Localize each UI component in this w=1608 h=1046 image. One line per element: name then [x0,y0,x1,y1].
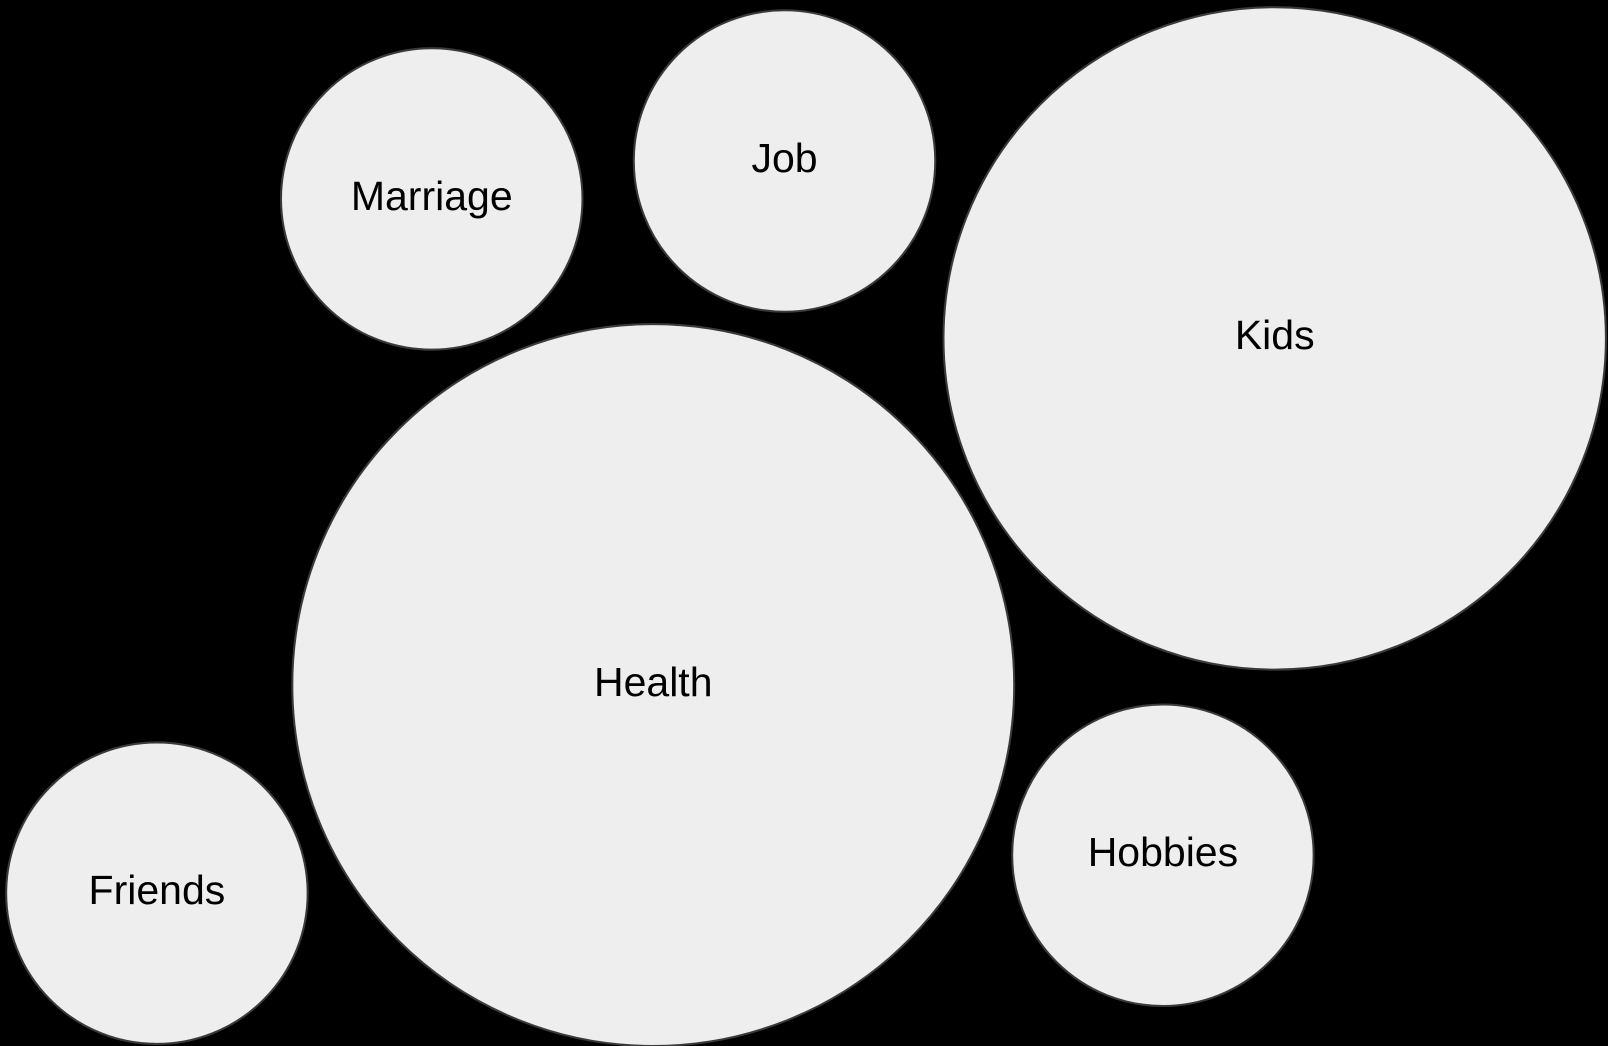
node: Job [632,9,937,313]
node-label: Job [751,135,817,181]
node-label: Kids [1235,312,1315,358]
node-circle [5,741,309,1045]
node-circle [279,47,584,351]
node-label: Friends [89,867,226,913]
node: Health [291,323,1016,1046]
node-label: Marriage [351,173,513,219]
node-circle [942,6,1607,671]
node-label: Hobbies [1088,829,1238,875]
node: Marriage [279,47,584,351]
node-label: Health [594,659,713,705]
node-circle [291,323,1016,1046]
node-circle [632,9,937,313]
node-circle [1011,703,1315,1008]
node: Hobbies [1011,703,1315,1008]
node: Kids [942,6,1607,671]
node: Friends [5,741,309,1045]
